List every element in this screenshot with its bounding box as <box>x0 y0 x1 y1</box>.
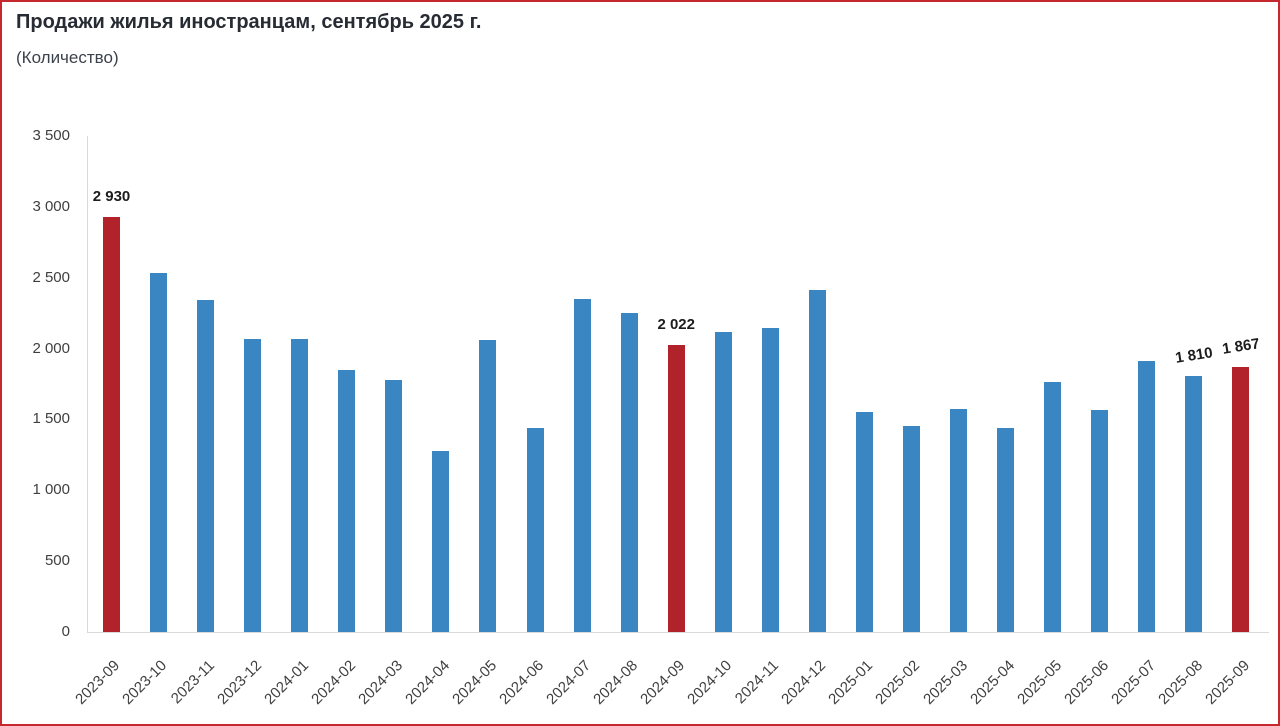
bar-2024-09 <box>667 345 685 632</box>
x-axis-label-2025-03: 2025-03 <box>919 657 971 708</box>
plot-area: 2 930 2 022 1 810 1 867 <box>87 136 1269 633</box>
bar-2025-07 <box>1138 361 1156 632</box>
x-axis-label-2024-04: 2024-04 <box>401 657 453 708</box>
data-label-2025-08: 1 810 <box>1174 343 1214 367</box>
y-tick-label: 1 500 <box>32 410 70 428</box>
x-axis-label-2025-04: 2025-04 <box>966 657 1018 708</box>
x-axis-label-2025-02: 2025-02 <box>872 657 924 708</box>
x-axis-label-2024-01: 2024-01 <box>260 657 312 708</box>
x-axis-label-2024-08: 2024-08 <box>590 657 642 708</box>
x-axis-label-2024-06: 2024-06 <box>496 657 548 708</box>
bar-2024-04 <box>432 451 450 632</box>
bar-2023-12 <box>244 339 262 632</box>
bar-2025-04 <box>997 428 1015 632</box>
bar-2025-03 <box>950 409 968 632</box>
bar-2024-01 <box>291 339 309 632</box>
bar-2024-07 <box>573 298 591 632</box>
y-tick-label: 2 500 <box>32 268 70 286</box>
bar-2023-10 <box>150 273 168 632</box>
x-axis-label-2024-05: 2024-05 <box>449 657 500 708</box>
bar-2025-02 <box>903 425 921 632</box>
x-axis-label-2024-12: 2024-12 <box>778 657 830 708</box>
x-axis-label-2024-11: 2024-11 <box>732 657 783 708</box>
x-axis-label-2024-03: 2024-03 <box>354 657 406 708</box>
bar-2025-09 <box>1232 367 1250 632</box>
x-axis-label-2024-09: 2024-09 <box>637 657 689 708</box>
bar-2025-05 <box>1044 381 1062 632</box>
x-axis-label-2025-08: 2025-08 <box>1154 657 1206 708</box>
y-tick-label: 500 <box>44 552 70 570</box>
y-axis: 3 500 3 000 2 500 2 000 1 500 1 000 500 0 <box>2 2 70 724</box>
x-axis-label-2025-06: 2025-06 <box>1060 657 1112 708</box>
bar-2024-03 <box>385 379 403 632</box>
y-tick-label: 3 500 <box>32 127 70 144</box>
x-axis-label-2025-01: 2025-01 <box>825 657 877 708</box>
data-label-2023-09: 2 930 <box>92 187 131 205</box>
bar-2025-01 <box>855 411 873 632</box>
x-axis-label-2023-11: 2023-11 <box>167 657 218 708</box>
bar-2024-08 <box>620 312 638 632</box>
x-axis-label-2024-07: 2024-07 <box>543 657 595 708</box>
chart-title: Продажи жилья иностранцам, сентябрь 2025… <box>16 11 482 33</box>
y-tick-label: 0 <box>61 623 70 640</box>
bar-2023-11 <box>197 300 215 632</box>
x-axis-label-2025-07: 2025-07 <box>1107 657 1159 708</box>
y-tick-label: 2 000 <box>32 339 70 357</box>
x-axis: 2023-09 2023-10 2023-11 2023-12 2024-01 2024-… <box>73 632 1278 724</box>
y-tick-label: 3 000 <box>32 197 70 215</box>
x-axis-label-2024-02: 2024-02 <box>307 657 359 708</box>
bar-2024-05 <box>479 340 497 632</box>
x-axis-label-2023-12: 2023-12 <box>213 657 265 708</box>
bar-2024-11 <box>761 327 779 632</box>
x-axis-label-2025-09: 2025-09 <box>1202 657 1253 708</box>
chart-subtitle: (Количество) <box>16 48 119 67</box>
x-axis-label-2023-10: 2023-10 <box>119 657 171 708</box>
x-axis-label-2025-05: 2025-05 <box>1013 657 1065 708</box>
bar-2024-10 <box>714 331 732 632</box>
data-label-2024-09: 2 022 <box>657 316 695 334</box>
bar-2024-02 <box>338 370 356 632</box>
x-axis-label-2023-09: 2023-09 <box>72 657 124 708</box>
bar-2025-06 <box>1091 409 1109 632</box>
x-axis-label-2024-10: 2024-10 <box>684 657 736 708</box>
data-label-2025-09: 1 867 <box>1221 335 1261 359</box>
bar-2024-06 <box>526 427 544 632</box>
y-tick-label: 1 000 <box>32 481 70 499</box>
bar-2024-12 <box>808 290 826 632</box>
bar-2023-09 <box>103 216 120 632</box>
bar-2025-08 <box>1185 375 1203 632</box>
